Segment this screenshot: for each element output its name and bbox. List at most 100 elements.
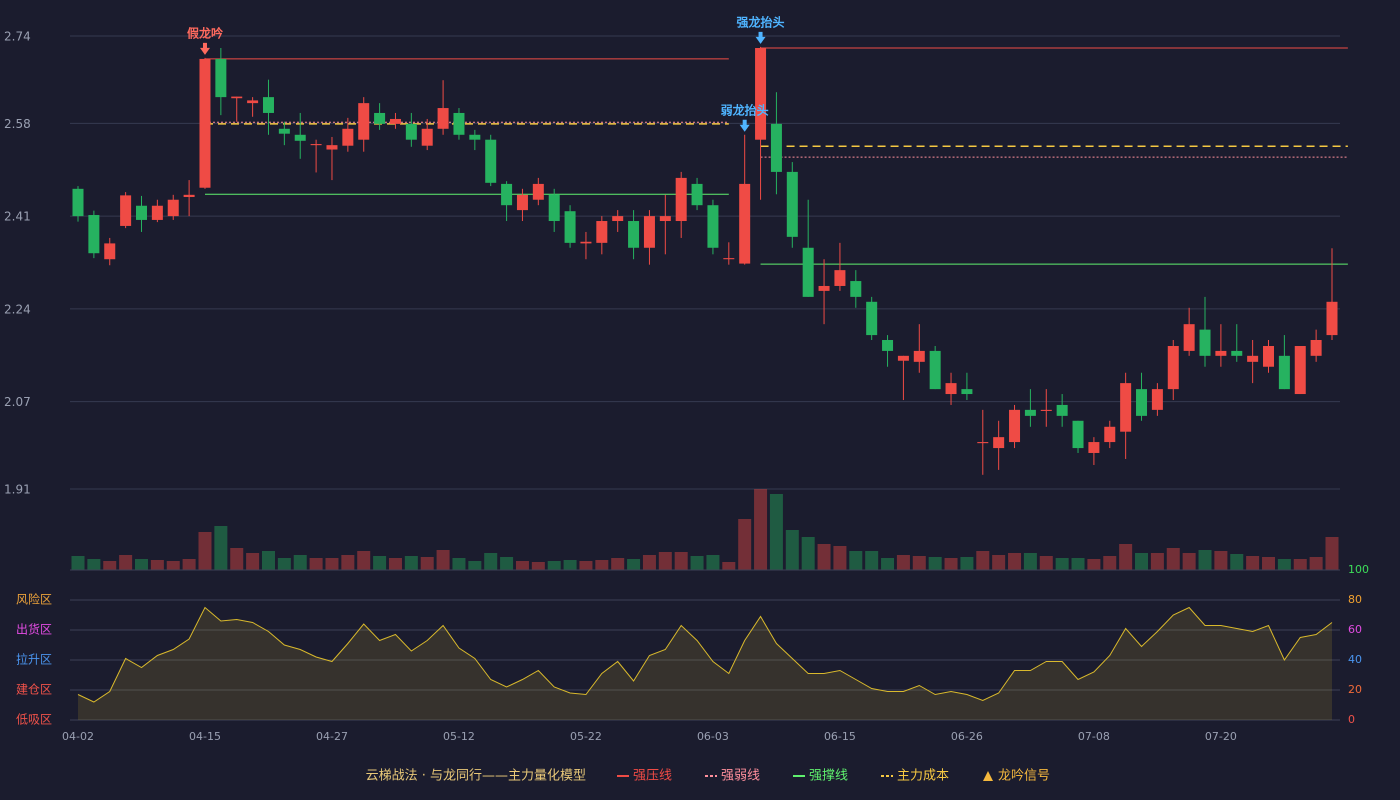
x-tick-label: 06-26: [951, 730, 983, 743]
y-tick-label: 40: [1348, 653, 1362, 666]
volume-bar: [769, 494, 783, 570]
volume-bar: [71, 556, 85, 570]
volume-bar: [1214, 551, 1228, 570]
y-tick-label: 80: [1348, 593, 1362, 606]
candle-body: [802, 247, 814, 297]
volume-bar: [103, 561, 117, 570]
candle-body: [199, 58, 211, 188]
candle-body: [247, 100, 259, 104]
legend-label: 强撑线: [809, 769, 848, 784]
volume-bar: [754, 489, 768, 570]
candle-body: [1326, 301, 1338, 336]
y-tick-label: 0: [1348, 713, 1355, 726]
candle-body: [1088, 442, 1100, 453]
y-tick-label: 60: [1348, 623, 1362, 636]
volume-bar: [896, 555, 910, 570]
chart-title: 云梯战法 · 与龙同行——主力量化模型: [366, 769, 586, 784]
candle-body: [596, 221, 608, 243]
candle-body: [612, 216, 624, 222]
candle-body: [739, 183, 751, 264]
legend-label: 龙吟信号: [998, 768, 1050, 784]
candle-body: [818, 285, 830, 291]
volume-bar: [357, 551, 371, 570]
candle-body: [1056, 404, 1068, 416]
volume-bar: [420, 557, 434, 570]
candle-body: [326, 145, 338, 150]
y-tick-label: 100: [1348, 563, 1369, 576]
volume-bar: [1182, 553, 1196, 570]
volume-bar: [658, 552, 672, 570]
candle-body: [358, 103, 370, 140]
y-tick-label: 2.58: [4, 117, 31, 131]
volume-bar: [500, 557, 514, 570]
volume-bar: [261, 551, 275, 570]
volume-bar: [674, 552, 688, 570]
volume-bar: [404, 556, 418, 570]
volume-bar: [1039, 556, 1053, 570]
indicator-area: [78, 607, 1332, 720]
volume-bar: [563, 560, 577, 570]
zone-label: 出货区: [16, 622, 52, 637]
legend-label: 强弱线: [721, 769, 760, 784]
volume-bar: [785, 530, 799, 570]
volume-bar: [1230, 554, 1244, 570]
volume-bar: [1293, 559, 1307, 570]
candle-body: [262, 97, 274, 113]
volume-bar: [166, 561, 180, 570]
candle-body: [1024, 409, 1036, 416]
volume-bar: [293, 555, 307, 570]
y-tick-label: 2.07: [4, 395, 31, 409]
candle-body: [723, 258, 735, 260]
volume-bar: [1008, 553, 1022, 570]
candle-body: [770, 123, 782, 172]
volume-bar: [214, 526, 228, 570]
candle-body: [135, 205, 147, 220]
candle-body: [1136, 389, 1148, 416]
candle-body: [405, 123, 417, 140]
candle-body: [342, 128, 354, 146]
x-tick-label: 06-03: [697, 730, 729, 743]
candle-body: [532, 183, 544, 200]
volume-bar: [738, 519, 752, 570]
candle-body: [1278, 355, 1290, 390]
volume-bar: [722, 562, 736, 570]
candle-body: [786, 171, 798, 237]
candle-body: [1040, 409, 1052, 411]
candle-body: [151, 205, 163, 220]
candle-body: [1120, 383, 1132, 432]
volume-bar: [341, 555, 355, 570]
candle-body: [278, 128, 290, 134]
y-tick-label: 20: [1348, 683, 1362, 696]
candle-body: [993, 437, 1005, 449]
volume-bar: [579, 561, 593, 570]
candle-body: [1167, 346, 1179, 390]
volume-bar: [1087, 559, 1101, 570]
candle-body: [961, 389, 973, 395]
volume-bar: [119, 555, 133, 570]
candle-body: [834, 270, 846, 286]
zone-label: 建仓区: [16, 683, 52, 697]
candle-body: [167, 199, 179, 217]
candle-body: [72, 188, 84, 217]
x-tick-label: 06-15: [824, 730, 856, 743]
volume-bar: [547, 561, 561, 570]
volume-bar: [87, 559, 101, 570]
candle-body: [1151, 389, 1163, 410]
candle-body: [850, 281, 862, 297]
signal-arrow: [755, 31, 766, 44]
legend-label: 强压线: [633, 769, 672, 784]
y-tick-label: 2.24: [4, 302, 31, 316]
candle-body: [294, 134, 306, 141]
volume-bar: [230, 548, 244, 570]
volume-bar: [833, 546, 847, 570]
volume-bar: [484, 553, 498, 570]
y-tick-label: 1.91: [4, 483, 31, 497]
candle-body: [485, 139, 497, 183]
volume-bar: [277, 558, 291, 570]
volume-bar: [801, 537, 815, 570]
volume-bar: [468, 561, 482, 570]
volume-bar: [881, 558, 895, 570]
candle-body: [1310, 340, 1322, 356]
zone-label: 风险区: [16, 592, 52, 607]
